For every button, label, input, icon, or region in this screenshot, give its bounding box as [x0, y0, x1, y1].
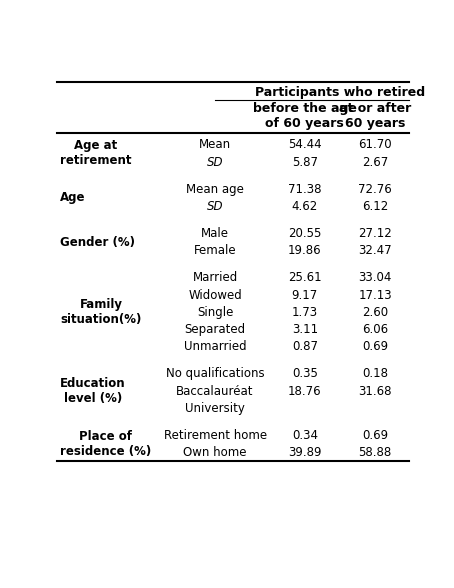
Text: Family
situation(%): Family situation(%) [60, 298, 142, 326]
Text: Single: Single [197, 306, 233, 319]
Text: 61.70: 61.70 [358, 138, 392, 151]
Text: 72.76: 72.76 [358, 183, 392, 196]
Text: 3.11: 3.11 [292, 323, 318, 336]
Text: Married: Married [192, 272, 238, 285]
Text: 32.47: 32.47 [358, 244, 392, 258]
Text: 27.12: 27.12 [358, 227, 392, 240]
Text: 0.34: 0.34 [292, 429, 318, 442]
Text: Male: Male [201, 227, 229, 240]
Text: Place of
residence (%): Place of residence (%) [60, 430, 152, 458]
Text: 0.69: 0.69 [362, 340, 388, 353]
Text: Age at
retirement: Age at retirement [60, 139, 132, 168]
Text: Gender (%): Gender (%) [60, 236, 135, 249]
Text: 33.04: 33.04 [359, 272, 392, 285]
Text: 5.87: 5.87 [292, 155, 318, 169]
Text: 20.55: 20.55 [288, 227, 321, 240]
Text: 6.12: 6.12 [362, 200, 388, 213]
Text: 58.88: 58.88 [359, 446, 392, 459]
Text: before the age
of 60 years: before the age of 60 years [253, 102, 357, 131]
Text: Female: Female [194, 244, 237, 258]
Text: Mean age: Mean age [186, 183, 244, 196]
Text: Education
level (%): Education level (%) [60, 377, 126, 405]
Text: Participants who retired: Participants who retired [255, 85, 425, 99]
Text: 0.35: 0.35 [292, 368, 318, 380]
Text: 18.76: 18.76 [288, 385, 321, 397]
Text: 0.87: 0.87 [292, 340, 318, 353]
Text: No qualifications: No qualifications [166, 368, 264, 380]
Text: 0.69: 0.69 [362, 429, 388, 442]
Text: 1.73: 1.73 [292, 306, 318, 319]
Text: 6.06: 6.06 [362, 323, 388, 336]
Text: SD: SD [207, 155, 223, 169]
Text: Age: Age [60, 191, 86, 204]
Text: 31.68: 31.68 [358, 385, 392, 397]
Text: 39.89: 39.89 [288, 446, 321, 459]
Text: 17.13: 17.13 [358, 289, 392, 302]
Text: 25.61: 25.61 [288, 272, 321, 285]
Text: Baccalauréat: Baccalauréat [176, 385, 254, 397]
Text: Own home: Own home [183, 446, 247, 459]
Text: 4.62: 4.62 [291, 200, 318, 213]
Text: 0.18: 0.18 [362, 368, 388, 380]
Text: 9.17: 9.17 [291, 289, 318, 302]
Text: Widowed: Widowed [188, 289, 242, 302]
Text: 71.38: 71.38 [288, 183, 321, 196]
Text: Mean: Mean [199, 138, 231, 151]
Text: Unmarried: Unmarried [184, 340, 247, 353]
Text: 19.86: 19.86 [288, 244, 321, 258]
Text: University: University [185, 402, 245, 415]
Text: SD: SD [207, 200, 223, 213]
Text: 2.67: 2.67 [362, 155, 388, 169]
Text: 54.44: 54.44 [288, 138, 321, 151]
Text: 2.60: 2.60 [362, 306, 388, 319]
Text: Separated: Separated [184, 323, 246, 336]
Text: Retirement home: Retirement home [163, 429, 266, 442]
Text: at or after
60 years: at or after 60 years [339, 102, 411, 131]
